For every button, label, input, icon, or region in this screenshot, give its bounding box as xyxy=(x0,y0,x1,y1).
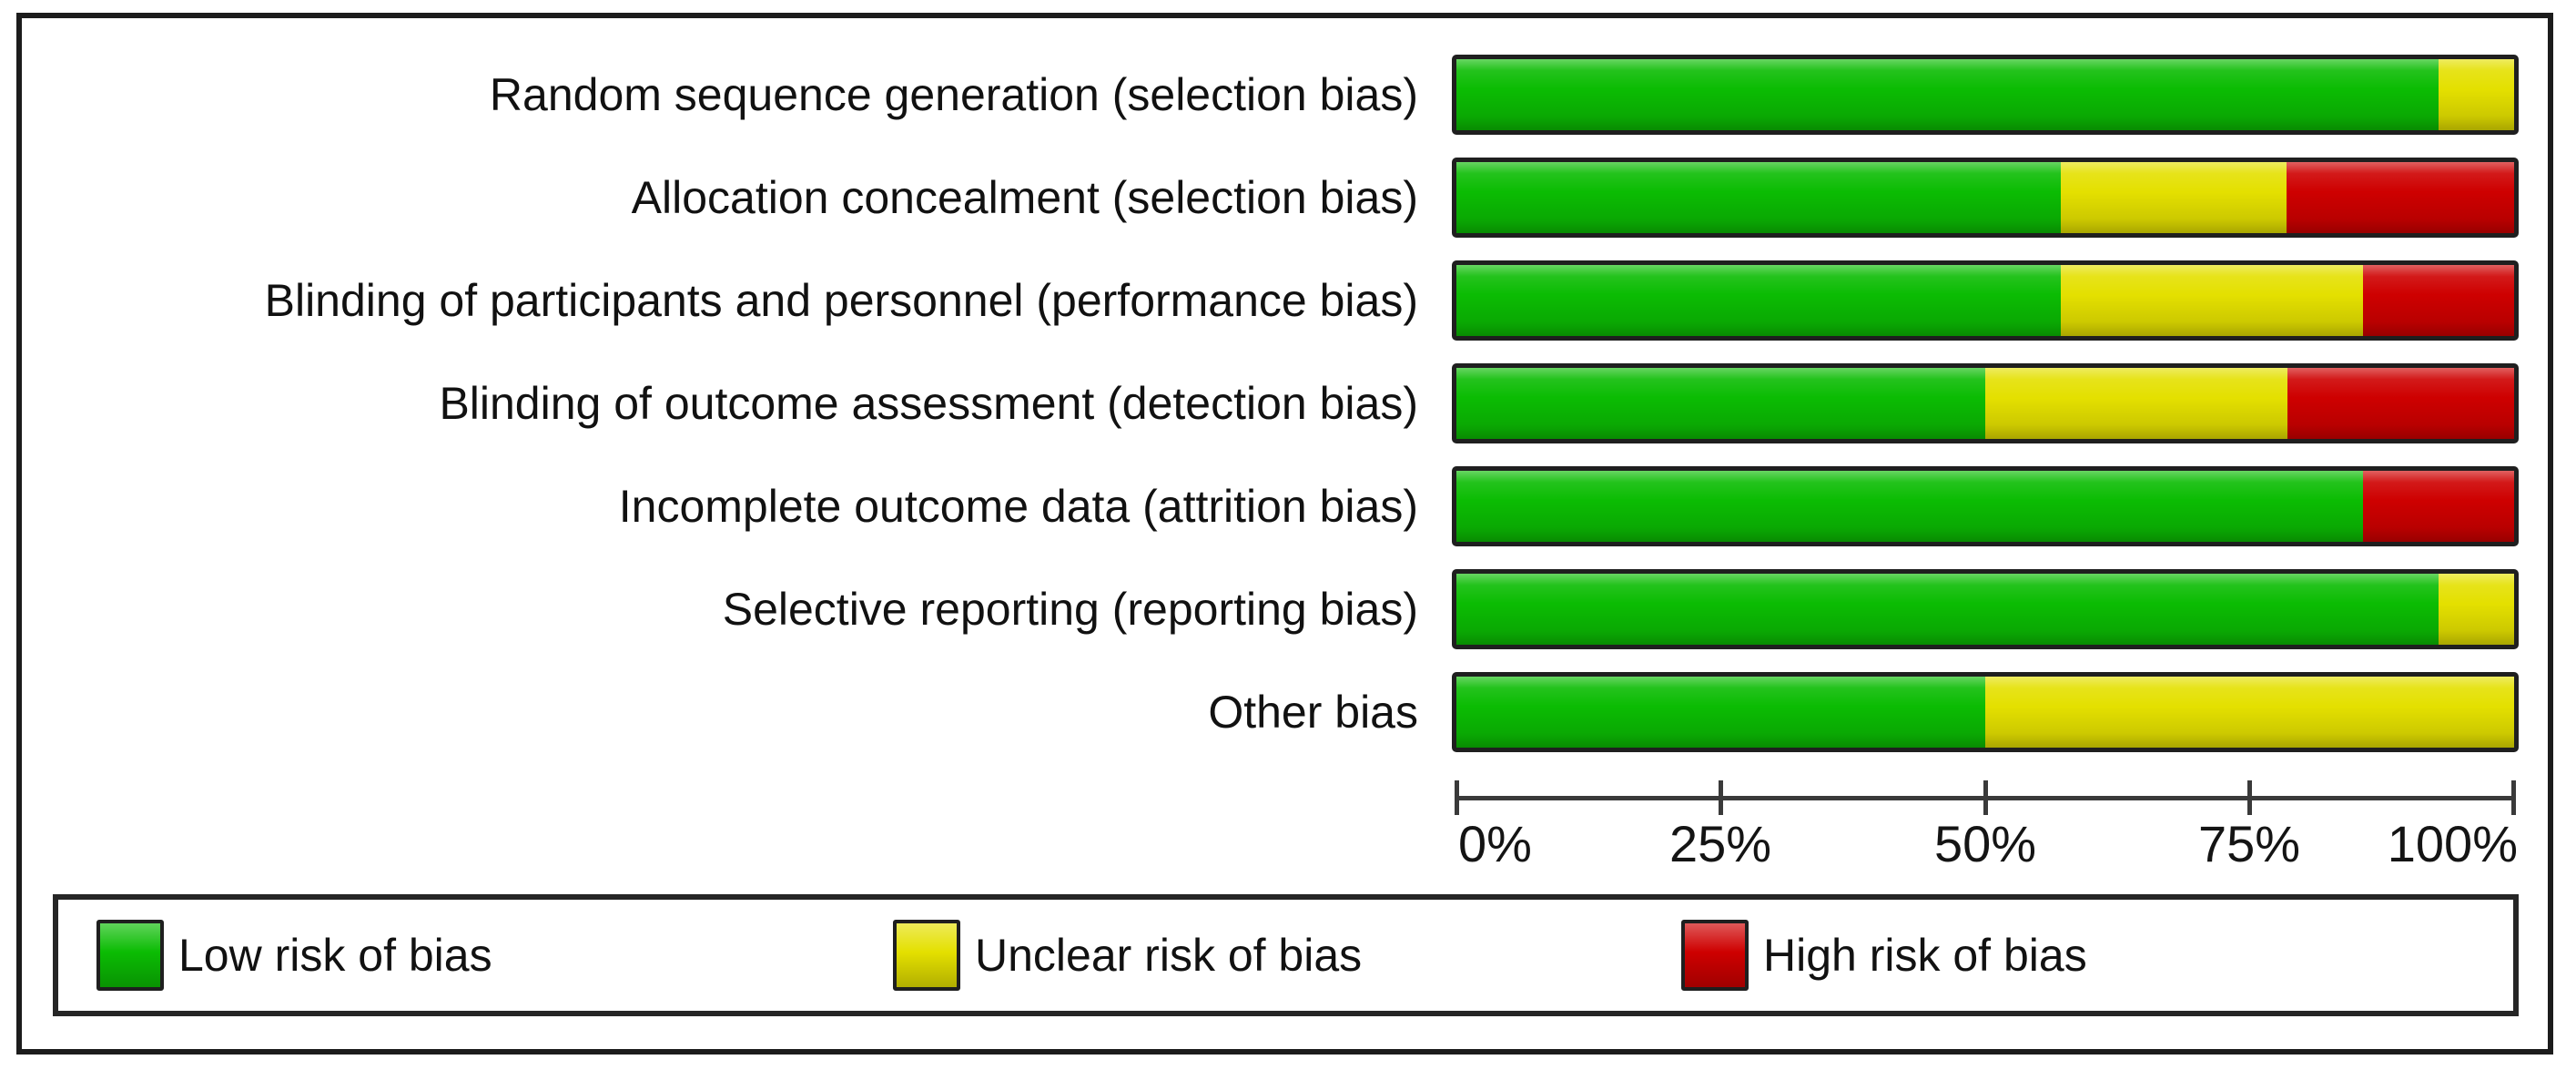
bias-domain-label: Blinding of participants and personnel (… xyxy=(264,275,1418,326)
x-axis-tick xyxy=(1983,780,1988,815)
legend-label: High risk of bias xyxy=(1763,930,2087,981)
legend-label: Low risk of bias xyxy=(178,930,492,981)
stacked-bar xyxy=(1452,569,2519,649)
unclear-risk-swatch-icon xyxy=(893,920,960,991)
bias-domain-label: Blinding of outcome assessment (detectio… xyxy=(439,378,1418,429)
unclear-risk-segment xyxy=(1985,677,2514,748)
bias-row-other-bias: Other bias xyxy=(0,672,2576,752)
x-axis-tick-label: 50% xyxy=(1933,815,2037,872)
low-risk-segment xyxy=(1456,162,2061,233)
bias-domain-label: Incomplete outcome data (attrition bias) xyxy=(618,481,1418,532)
legend-item-unclear-risk: Unclear risk of bias xyxy=(893,900,1362,1011)
stacked-bar xyxy=(1452,672,2519,752)
low-risk-swatch-icon xyxy=(96,920,164,991)
stacked-bar xyxy=(1452,55,2519,135)
legend-label: Unclear risk of bias xyxy=(975,930,1363,981)
low-risk-segment xyxy=(1456,59,2439,130)
low-risk-segment xyxy=(1456,368,1985,439)
bias-row-random-sequence: Random sequence generation (selection bi… xyxy=(0,55,2576,135)
low-risk-segment xyxy=(1456,471,2363,542)
legend-box: Low risk of bias Unclear risk of bias Hi… xyxy=(53,894,2519,1016)
stacked-bar xyxy=(1452,158,2519,238)
unclear-risk-segment xyxy=(2439,59,2514,130)
high-risk-segment xyxy=(2287,162,2514,233)
low-risk-segment xyxy=(1456,677,1985,748)
stacked-bar xyxy=(1452,466,2519,546)
x-axis-tick-label: 100% xyxy=(2387,815,2518,872)
bias-row-blinding-participants: Blinding of participants and personnel (… xyxy=(0,260,2576,341)
bias-row-incomplete-outcome-data: Incomplete outcome data (attrition bias) xyxy=(0,466,2576,546)
unclear-risk-segment xyxy=(2060,265,2363,336)
bias-domain-label: Random sequence generation (selection bi… xyxy=(489,69,1418,120)
bias-row-selective-reporting: Selective reporting (reporting bias) xyxy=(0,569,2576,649)
low-risk-segment xyxy=(1456,265,2061,336)
bias-domain-label: Other bias xyxy=(1208,687,1418,738)
high-risk-swatch-icon xyxy=(1681,920,1749,991)
high-risk-segment xyxy=(2362,265,2514,336)
x-axis-tick xyxy=(1455,780,1459,815)
stacked-bar xyxy=(1452,363,2519,443)
x-axis-tick-label: 0% xyxy=(1458,815,1532,872)
legend-item-high-risk: High risk of bias xyxy=(1681,900,2087,1011)
stacked-bar xyxy=(1452,260,2519,341)
bias-row-allocation-concealment: Allocation concealment (selection bias) xyxy=(0,158,2576,238)
bias-domain-label: Selective reporting (reporting bias) xyxy=(722,584,1418,635)
unclear-risk-segment xyxy=(2060,162,2287,233)
x-axis-tick xyxy=(2247,780,2252,815)
bias-row-blinding-outcome: Blinding of outcome assessment (detectio… xyxy=(0,363,2576,443)
x-axis-tick xyxy=(1719,780,1723,815)
high-risk-segment xyxy=(2362,471,2514,542)
x-axis-tick xyxy=(2511,780,2516,815)
bias-domain-label: Allocation concealment (selection bias) xyxy=(631,172,1418,223)
x-axis-tick-label: 75% xyxy=(2197,815,2301,872)
low-risk-segment xyxy=(1456,574,2439,645)
x-axis-tick-label: 25% xyxy=(1668,815,1772,872)
legend-item-low-risk: Low risk of bias xyxy=(96,900,492,1011)
unclear-risk-segment xyxy=(1985,368,2288,439)
unclear-risk-segment xyxy=(2439,574,2514,645)
high-risk-segment xyxy=(2287,368,2514,439)
